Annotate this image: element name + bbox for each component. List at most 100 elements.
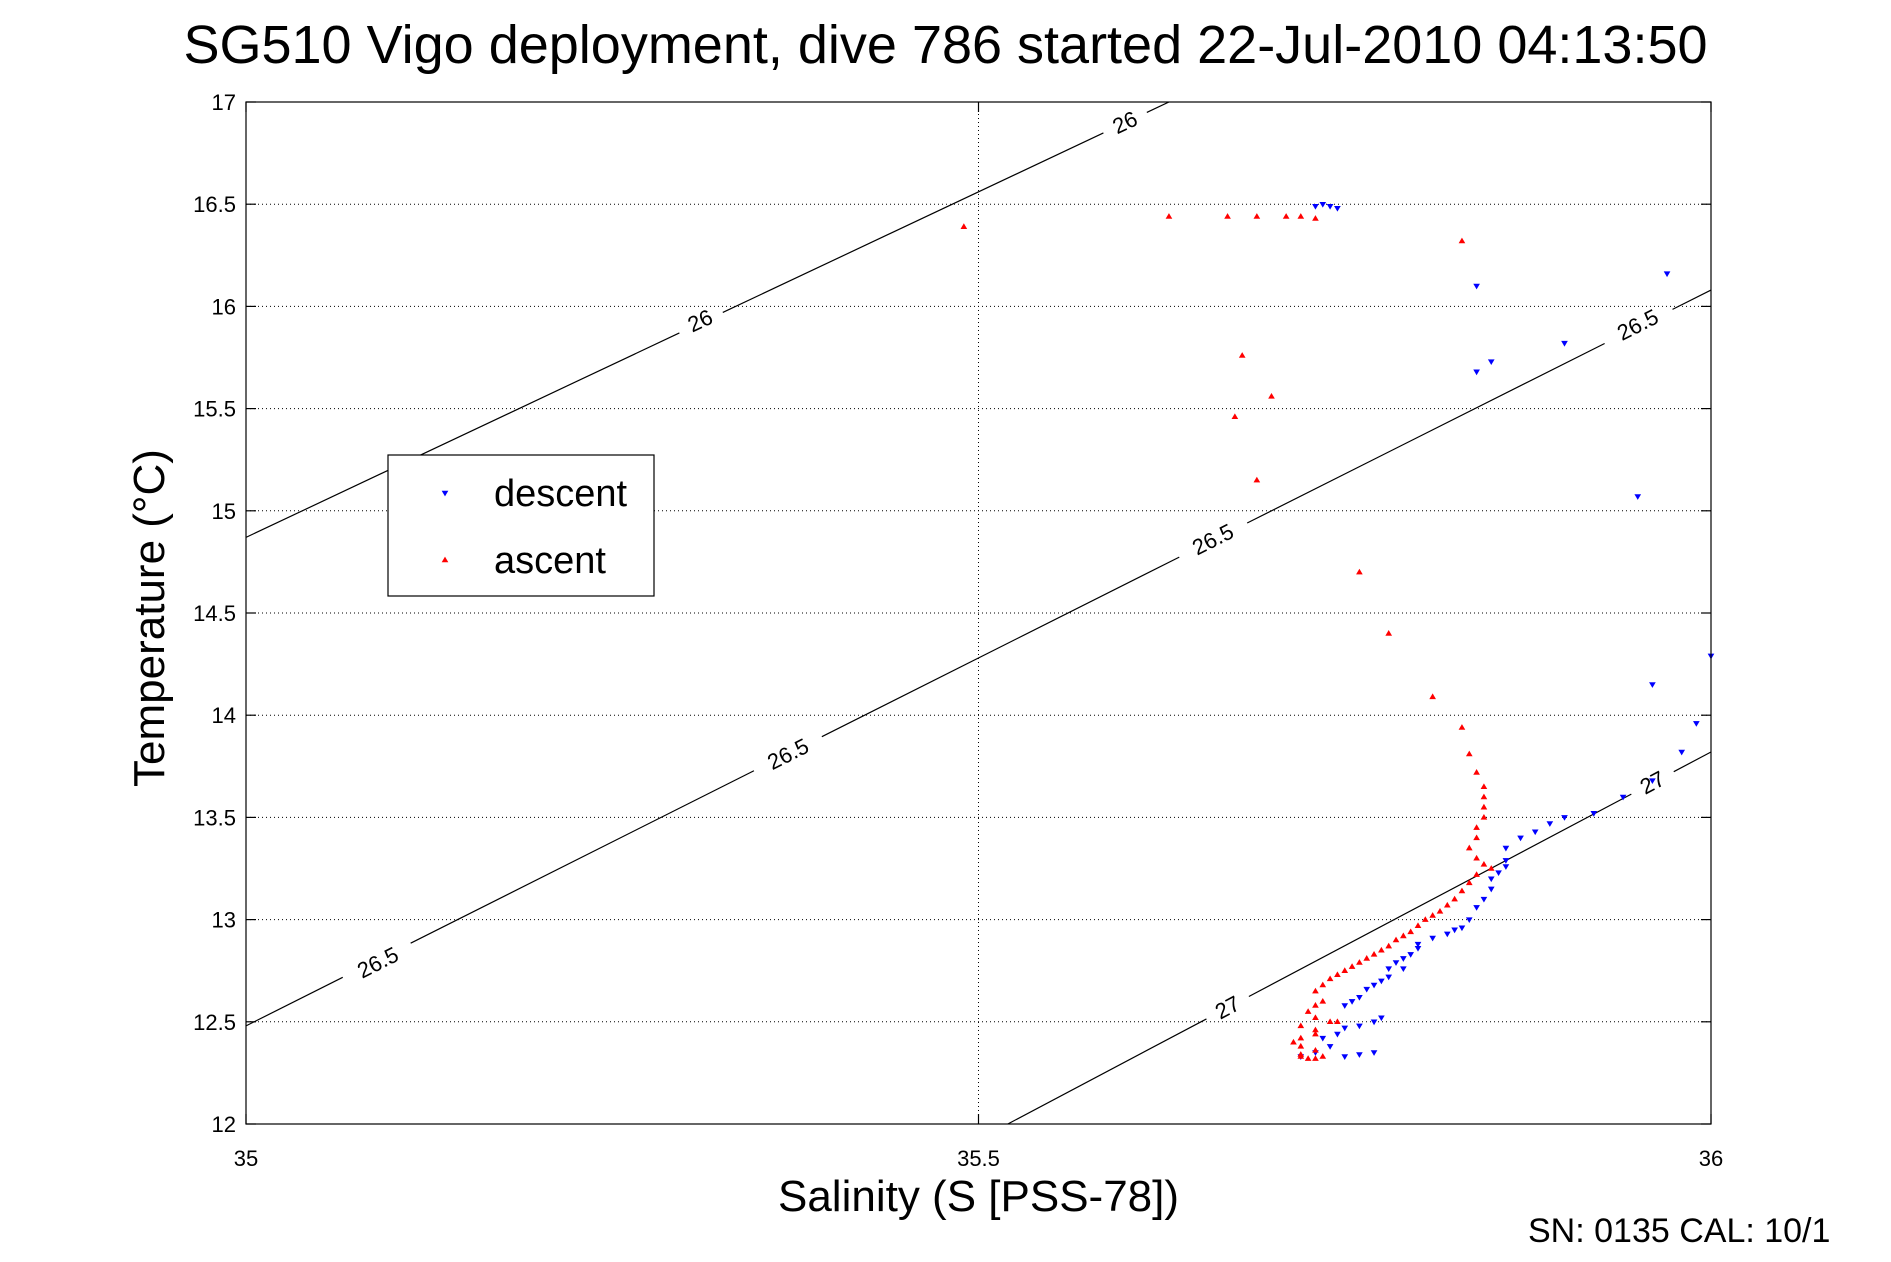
ascent-point bbox=[1356, 959, 1363, 965]
ascent-point bbox=[1473, 854, 1480, 861]
y-tick-label: 13 bbox=[212, 908, 236, 933]
x-tick-label: 35 bbox=[234, 1146, 258, 1171]
ascent-point bbox=[1282, 213, 1290, 219]
descent-point bbox=[1451, 927, 1458, 934]
isopycnal-line bbox=[1146, 102, 1170, 113]
descent-point bbox=[1473, 369, 1480, 376]
isopycnal-label: 26.5 bbox=[1188, 519, 1237, 561]
y-tick-label: 14 bbox=[212, 703, 236, 728]
descent-point bbox=[1495, 870, 1502, 876]
y-tick-label: 17 bbox=[212, 90, 236, 115]
y-tick-label: 13.5 bbox=[193, 805, 236, 830]
ascent-point bbox=[1356, 568, 1363, 575]
isopycnal-line bbox=[1248, 793, 1632, 997]
ascent-point bbox=[1465, 844, 1473, 851]
legend: descent ascent bbox=[387, 454, 655, 597]
ascent-point bbox=[1436, 908, 1444, 914]
descent-point bbox=[1400, 956, 1407, 962]
isopycnal-label: 27 bbox=[1211, 991, 1244, 1025]
ascent-point bbox=[1334, 1018, 1341, 1025]
ascent-point bbox=[1312, 1014, 1319, 1020]
ascent-point bbox=[1487, 865, 1495, 871]
ascent-point bbox=[1312, 1030, 1319, 1037]
isopycnal-line bbox=[246, 976, 344, 1027]
ascent-point bbox=[1304, 1008, 1312, 1014]
descent-point bbox=[1517, 835, 1524, 842]
axes: 35 35.5 36 12 12.5 13 13.5 14 14.5 15 15.5 16 16.5 17 bbox=[193, 90, 1723, 1171]
descent-point bbox=[1378, 1015, 1385, 1022]
descent-point bbox=[1531, 829, 1539, 836]
isopycnal-label: 26.5 bbox=[763, 733, 812, 775]
descent-point bbox=[1370, 982, 1378, 989]
ascent-point bbox=[1429, 912, 1436, 918]
descent-point bbox=[1487, 876, 1495, 883]
ascent-point bbox=[1480, 803, 1488, 810]
y-tick-label: 12 bbox=[212, 1112, 236, 1137]
grid-lines bbox=[246, 102, 1711, 1124]
x-axis-label: Salinity (S [PSS-78]) bbox=[777, 1172, 1180, 1221]
ascent-point bbox=[1326, 975, 1334, 982]
ascent-point bbox=[1480, 814, 1488, 820]
ascent-point bbox=[1473, 834, 1480, 841]
descent-point bbox=[1663, 271, 1671, 278]
descent-point bbox=[1341, 1054, 1349, 1060]
descent-point bbox=[1356, 995, 1363, 1001]
ascent-point bbox=[1473, 824, 1480, 830]
descent-point bbox=[1649, 778, 1656, 784]
descent-point bbox=[1487, 886, 1495, 893]
ascent-point bbox=[1253, 213, 1261, 219]
ascent-point bbox=[1224, 213, 1231, 219]
ascent-point bbox=[1480, 783, 1488, 790]
ascent-point bbox=[1253, 476, 1261, 483]
ascent-point bbox=[1290, 1038, 1297, 1045]
descent-point bbox=[1443, 931, 1451, 938]
descent-point bbox=[1590, 811, 1598, 817]
descent-point bbox=[1370, 1019, 1378, 1026]
ascent-point bbox=[1165, 213, 1173, 219]
ascent-point bbox=[1297, 1034, 1305, 1041]
ascent-point bbox=[1458, 237, 1466, 244]
descent-point bbox=[1319, 1035, 1327, 1042]
legend-box bbox=[387, 454, 655, 597]
ascent-point bbox=[1451, 895, 1458, 902]
y-tick-label: 14.5 bbox=[193, 601, 236, 626]
isopycnal-label: 26.5 bbox=[1613, 304, 1662, 346]
descent-point bbox=[1385, 966, 1393, 973]
descent-point bbox=[1502, 858, 1510, 864]
descent-point bbox=[1678, 749, 1686, 756]
descent-point bbox=[1370, 1050, 1378, 1056]
descent-point bbox=[1334, 206, 1341, 212]
ascent-point bbox=[1268, 392, 1275, 399]
isopycnal-line bbox=[1673, 751, 1711, 773]
isopycnal-label: 26 bbox=[684, 304, 717, 337]
legend-marker-descent bbox=[441, 490, 449, 497]
ascent-point bbox=[1363, 955, 1371, 961]
ascent-point bbox=[1392, 936, 1400, 943]
ascent-point bbox=[1231, 413, 1239, 420]
ascent-point bbox=[1385, 630, 1393, 636]
descent-point bbox=[1561, 815, 1568, 821]
y-tick-label: 15 bbox=[212, 499, 236, 524]
descent-point bbox=[1502, 845, 1510, 852]
data-series bbox=[960, 201, 1715, 1061]
ascent-point bbox=[1443, 901, 1451, 908]
ascent-point bbox=[1326, 1018, 1334, 1025]
ascent-point bbox=[1312, 1055, 1319, 1061]
legend-label-ascent: ascent bbox=[494, 540, 606, 582]
calibration-footer: SN: 0135 CAL: 10/1 bbox=[1528, 1212, 1831, 1250]
ascent-point bbox=[1473, 769, 1480, 775]
ascent-point bbox=[1319, 1053, 1327, 1059]
ascent-point bbox=[1297, 213, 1305, 219]
isopycnal-label: 26.5 bbox=[353, 942, 402, 984]
descent-point bbox=[1649, 682, 1656, 688]
descent-point bbox=[1465, 917, 1473, 923]
ascent-point bbox=[1480, 793, 1488, 800]
legend-label-descent: descent bbox=[494, 473, 628, 515]
descent-point bbox=[1334, 1031, 1341, 1038]
isopycnal-label: 26 bbox=[1109, 106, 1142, 139]
isopycnal-line bbox=[246, 332, 680, 538]
descent-point bbox=[1407, 952, 1414, 958]
descent-point bbox=[1392, 960, 1400, 966]
x-tick-label: 35.5 bbox=[957, 1146, 1000, 1171]
ascent-point bbox=[1312, 1047, 1319, 1053]
